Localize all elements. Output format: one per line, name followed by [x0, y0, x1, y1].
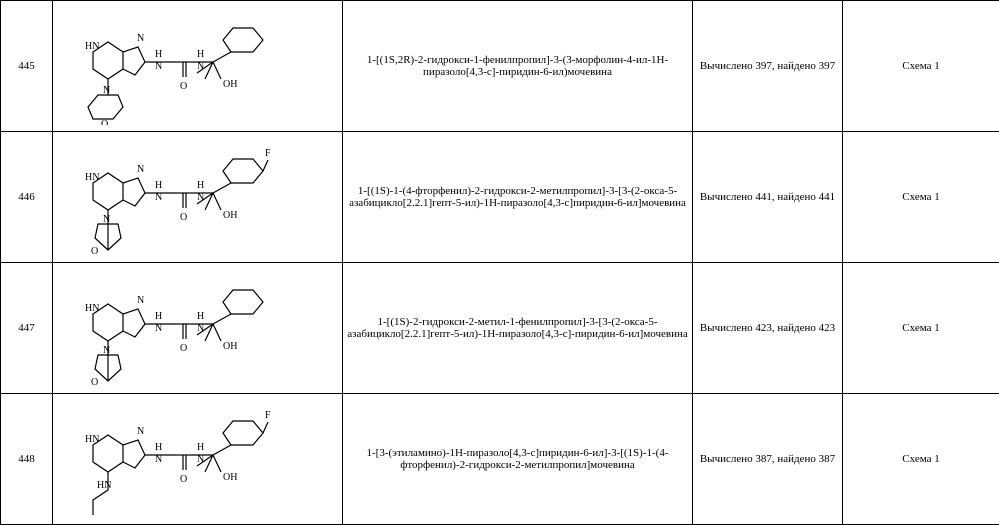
row-id: 445	[1, 1, 53, 132]
svg-text:HN: HN	[85, 434, 99, 445]
svg-text:N: N	[155, 61, 162, 72]
svg-text:HN: HN	[85, 41, 99, 52]
svg-text:N: N	[155, 192, 162, 203]
row-id: 448	[1, 394, 53, 525]
row-structure: HNNHNOHNOHNO	[53, 1, 343, 132]
row-structure: HNNHNOHNOHNO	[53, 263, 343, 394]
svg-text:H: H	[197, 311, 204, 322]
svg-text:N: N	[103, 214, 110, 225]
row-name: 1-[(1S)-1-(4-фторфенил)-2-гидрокси-2-мет…	[343, 132, 693, 263]
svg-text:N: N	[137, 164, 144, 175]
row-id: 446	[1, 132, 53, 263]
svg-text:N: N	[103, 85, 110, 96]
svg-text:O: O	[101, 119, 108, 125]
svg-text:N: N	[155, 323, 162, 334]
svg-text:H: H	[155, 180, 162, 191]
row-mass: Вычислено 387, найдено 387	[693, 394, 843, 525]
svg-text:N: N	[137, 295, 144, 306]
row-structure: HNNHNOHNFOHNO	[53, 132, 343, 263]
svg-text:H: H	[155, 49, 162, 60]
svg-text:H: H	[155, 311, 162, 322]
svg-text:H: H	[197, 49, 204, 60]
svg-text:F: F	[265, 148, 271, 159]
svg-text:N: N	[155, 454, 162, 465]
svg-text:HN: HN	[97, 480, 111, 491]
svg-text:N: N	[103, 345, 110, 356]
svg-text:OH: OH	[223, 472, 237, 483]
row-name: 1-[3-(этиламино)-1H-пиразоло[4,3-c]пирид…	[343, 394, 693, 525]
svg-text:O: O	[91, 246, 98, 256]
svg-text:HN: HN	[85, 172, 99, 183]
row-name: 1-[(1S,2R)-2-гидрокси-1-фенилпропил]-3-(…	[343, 1, 693, 132]
row-mass: Вычислено 397, найдено 397	[693, 1, 843, 132]
svg-text:H: H	[155, 442, 162, 453]
svg-text:O: O	[180, 212, 187, 223]
svg-text:H: H	[197, 442, 204, 453]
row-scheme: Схема 1	[843, 263, 999, 394]
svg-text:N: N	[137, 33, 144, 44]
svg-text:H: H	[197, 180, 204, 191]
svg-text:O: O	[180, 474, 187, 485]
row-name: 1-[(1S)-2-гидрокси-2-метил-1-фенилпропил…	[343, 263, 693, 394]
row-id: 447	[1, 263, 53, 394]
svg-text:OH: OH	[223, 341, 237, 352]
row-mass: Вычислено 423, найдено 423	[693, 263, 843, 394]
row-mass: Вычислено 441, найдено 441	[693, 132, 843, 263]
row-scheme: Схема 1	[843, 394, 999, 525]
row-scheme: Схема 1	[843, 1, 999, 132]
svg-text:O: O	[91, 377, 98, 387]
svg-text:O: O	[180, 343, 187, 354]
svg-text:OH: OH	[223, 210, 237, 221]
svg-text:N: N	[137, 426, 144, 437]
row-structure: HNNHNOHNFOHHN	[53, 394, 343, 525]
svg-text:OH: OH	[223, 79, 237, 90]
svg-text:O: O	[180, 81, 187, 92]
svg-text:HN: HN	[85, 303, 99, 314]
row-scheme: Схема 1	[843, 132, 999, 263]
svg-text:F: F	[265, 410, 271, 421]
